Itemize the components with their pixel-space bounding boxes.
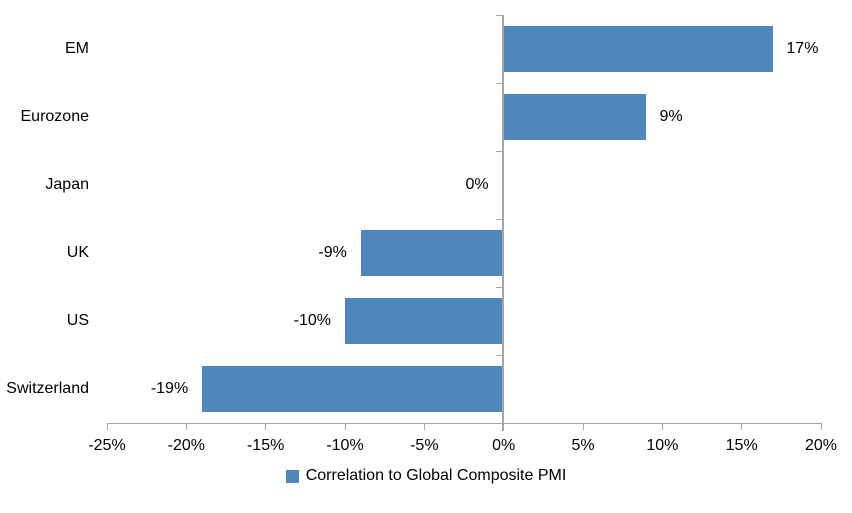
category-axis-tick [495, 83, 504, 84]
x-tick-label: -5% [410, 437, 439, 454]
category-label: Eurozone [20, 108, 90, 125]
x-axis-tick [106, 423, 108, 430]
category-axis-tick [495, 355, 504, 356]
x-tick-label: -10% [326, 437, 364, 454]
category-axis-tick [495, 219, 504, 220]
x-axis-tick [820, 423, 822, 430]
x-tick-label: -20% [167, 437, 206, 454]
value-label: 9% [659, 108, 683, 125]
legend-swatch-icon [285, 469, 299, 483]
x-tick-label: 5% [571, 437, 595, 454]
bar [360, 230, 504, 276]
x-tick-label: 20% [804, 437, 838, 454]
bar [202, 366, 504, 412]
x-tick-label: -25% [88, 437, 126, 454]
value-label: 0% [465, 176, 489, 193]
value-label: 17% [786, 40, 819, 57]
x-axis-tick [661, 423, 663, 430]
category-axis-line [107, 423, 822, 424]
x-axis-tick [265, 423, 267, 430]
legend: Correlation to Global Composite PMI [0, 465, 852, 487]
bar [503, 26, 774, 72]
x-axis-tick [741, 423, 743, 430]
bar [345, 298, 504, 344]
value-label: -19% [150, 380, 189, 397]
value-label: -10% [293, 312, 331, 329]
x-axis-tick [423, 423, 425, 430]
value-axis-line [501, 15, 504, 431]
x-axis-tick [185, 423, 187, 430]
category-label: Switzerland [6, 380, 89, 397]
category-axis-tick [495, 151, 504, 152]
x-axis-tick [344, 423, 346, 430]
x-tick-label: 10% [646, 437, 679, 454]
x-axis-tick [582, 423, 584, 430]
value-label: -9% [318, 244, 347, 261]
category-label: UK [66, 244, 89, 261]
category-axis-tick [495, 15, 504, 16]
category-label: US [66, 312, 89, 329]
category-axis-tick [495, 287, 504, 288]
x-tick-label: 15% [725, 437, 758, 454]
x-axis-tick [503, 423, 505, 430]
x-tick-label: -15% [246, 437, 285, 454]
bar [503, 94, 647, 140]
category-label: Japan [45, 176, 89, 193]
x-tick-label: 0% [492, 437, 516, 454]
legend-label: Correlation to Global Composite PMI [305, 467, 567, 484]
category-label: EM [65, 40, 89, 57]
